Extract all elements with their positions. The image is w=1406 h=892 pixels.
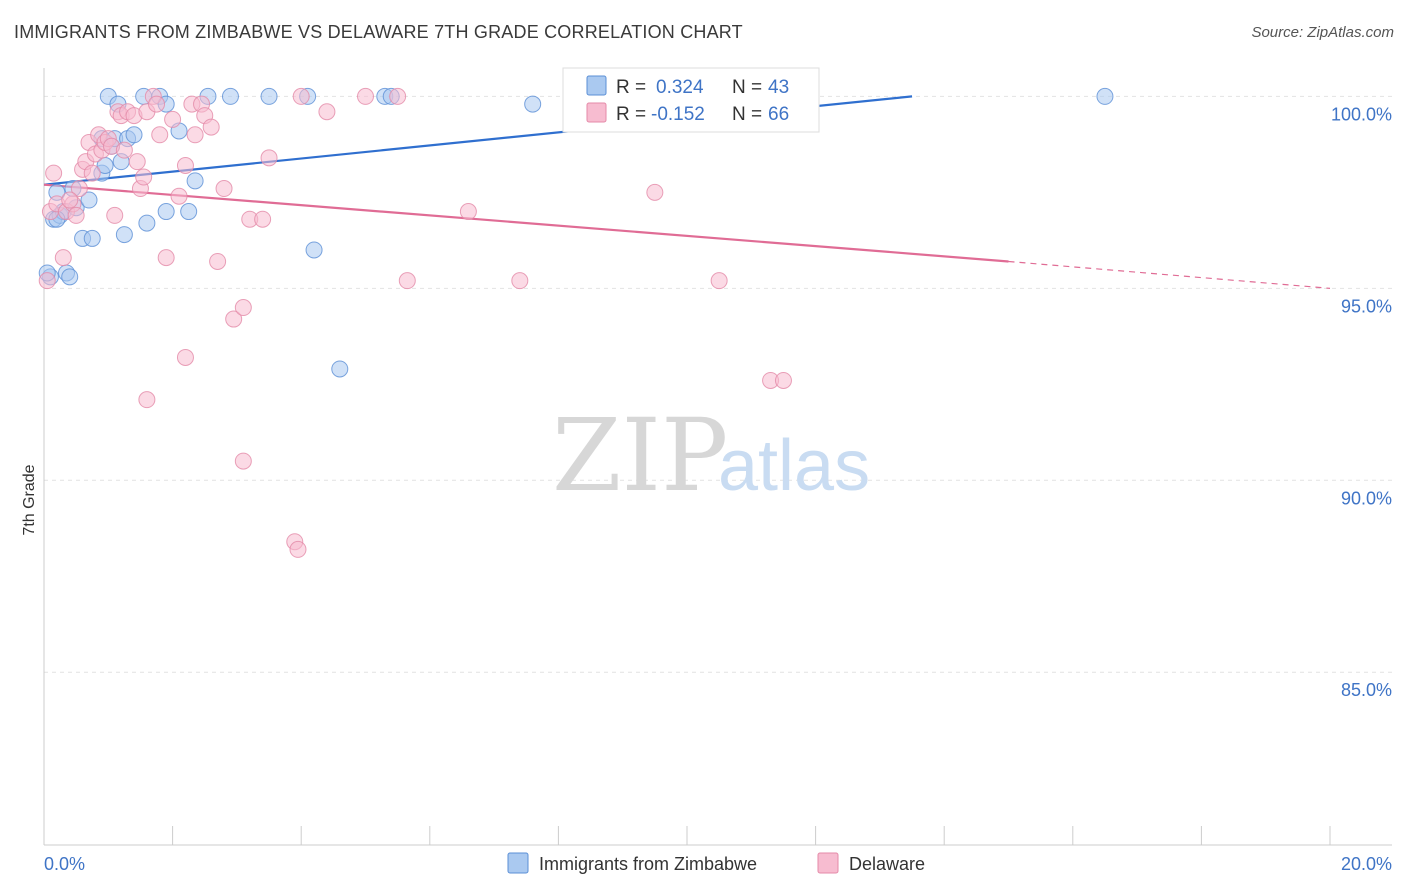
zimbabwe-point: [221, 87, 239, 105]
zimbabwe-point: [80, 191, 98, 209]
zimbabwe-point: [524, 95, 542, 113]
zimbabwe-point: [1096, 87, 1114, 105]
delaware-point: [128, 153, 146, 171]
delaware-point: [289, 540, 307, 558]
zimbabwe-point: [186, 172, 204, 190]
source-credit: Source: ZipAtlas.com: [1251, 24, 1394, 41]
delaware-point: [115, 141, 133, 159]
x-tick-label-min: 0.0%: [44, 854, 85, 874]
bottom-legend: Immigrants from Zimbabwe Delaware: [507, 852, 925, 874]
delaware-point: [164, 110, 182, 128]
stats-n-value-blue: 43: [768, 77, 789, 98]
stats-swatch-blue: [586, 75, 607, 96]
delaware-point: [646, 183, 664, 201]
delaware-point: [260, 149, 278, 167]
delaware-point: [138, 391, 156, 409]
legend-label-delaware: Delaware: [849, 854, 925, 874]
delaware-point: [357, 87, 374, 105]
zimbabwe-point: [115, 226, 133, 244]
delaware-point: [186, 126, 204, 144]
delaware-point: [511, 272, 529, 290]
stats-r-value-pink: -0.152: [651, 104, 705, 125]
delaware-point: [151, 126, 169, 144]
legend-swatch-zimbabwe: [507, 852, 529, 874]
zimbabwe-point: [305, 241, 323, 259]
stats-n-value-pink: 66: [768, 104, 789, 125]
watermark-atlas: atlas: [718, 426, 870, 506]
stats-legend: R = 0.324 N = 43 R = -0.152 N = 66: [562, 67, 820, 133]
stats-n-label-blue: N =: [732, 77, 762, 98]
delaware-point: [61, 191, 79, 209]
zimbabwe-point: [260, 87, 278, 105]
delaware-point: [254, 210, 272, 228]
watermark-zip: ZIP: [552, 397, 728, 514]
delaware-point: [234, 452, 252, 470]
delaware-point: [148, 95, 166, 113]
delaware-point: [170, 187, 188, 205]
chart-title: IMMIGRANTS FROM ZIMBABWE VS DELAWARE 7TH…: [14, 22, 743, 42]
zimbabwe-point: [61, 268, 79, 286]
delaware-point: [38, 272, 56, 290]
delaware-point: [157, 249, 175, 267]
delaware-point: [459, 203, 477, 221]
zimbabwe-point: [125, 126, 143, 144]
data-points: [38, 87, 1114, 558]
delaware-point: [135, 168, 153, 186]
y-tick-label-100: 100.0%: [1331, 104, 1392, 124]
delaware-point: [176, 348, 194, 366]
delaware-point: [225, 310, 243, 328]
delaware-point: [70, 180, 88, 198]
y-tick-label-95: 95.0%: [1341, 296, 1392, 316]
stats-r-label-pink: R =: [616, 104, 646, 125]
delaware-point: [45, 164, 63, 182]
delaware-point: [202, 118, 220, 136]
y-tick-label-90: 90.0%: [1341, 488, 1392, 508]
legend-label-zimbabwe: Immigrants from Zimbabwe: [539, 854, 757, 874]
y-tick-labels: 100.0% 95.0% 90.0% 85.0%: [1331, 104, 1392, 700]
zimbabwe-point: [157, 203, 175, 221]
stats-r-value-blue: 0.324: [656, 77, 704, 98]
delaware-point: [774, 371, 792, 389]
zimbabwe-point: [83, 229, 101, 247]
delaware-point: [54, 249, 72, 267]
delaware-point: [67, 206, 85, 224]
zimbabwe-point: [180, 203, 198, 221]
legend-swatch-delaware: [817, 852, 839, 874]
delaware-point: [234, 299, 252, 317]
zimbabwe-point: [331, 360, 349, 378]
delaware-point: [83, 164, 101, 182]
delaware-point: [389, 87, 407, 105]
zimbabwe-point: [138, 214, 156, 232]
x-tick-label-max: 20.0%: [1341, 854, 1392, 874]
delaware-point: [710, 272, 728, 290]
y-tick-label-85: 85.0%: [1341, 680, 1392, 700]
delaware-point: [209, 252, 227, 270]
stats-n-label-pink: N =: [732, 104, 762, 125]
delaware-point: [215, 180, 233, 198]
delaware-point: [176, 156, 194, 174]
delaware-trend-extension: [1008, 260, 1331, 289]
stats-swatch-pink: [586, 102, 607, 123]
delaware-point: [318, 103, 336, 121]
delaware-trend-line: [43, 183, 1009, 263]
delaware-point: [398, 272, 416, 290]
grid-lines: [44, 95, 1392, 673]
axes: [43, 68, 1392, 846]
y-axis-title: 7th Grade: [21, 464, 38, 535]
stats-r-label-blue: R =: [616, 77, 646, 98]
delaware-point: [292, 87, 310, 105]
delaware-point: [106, 206, 124, 224]
